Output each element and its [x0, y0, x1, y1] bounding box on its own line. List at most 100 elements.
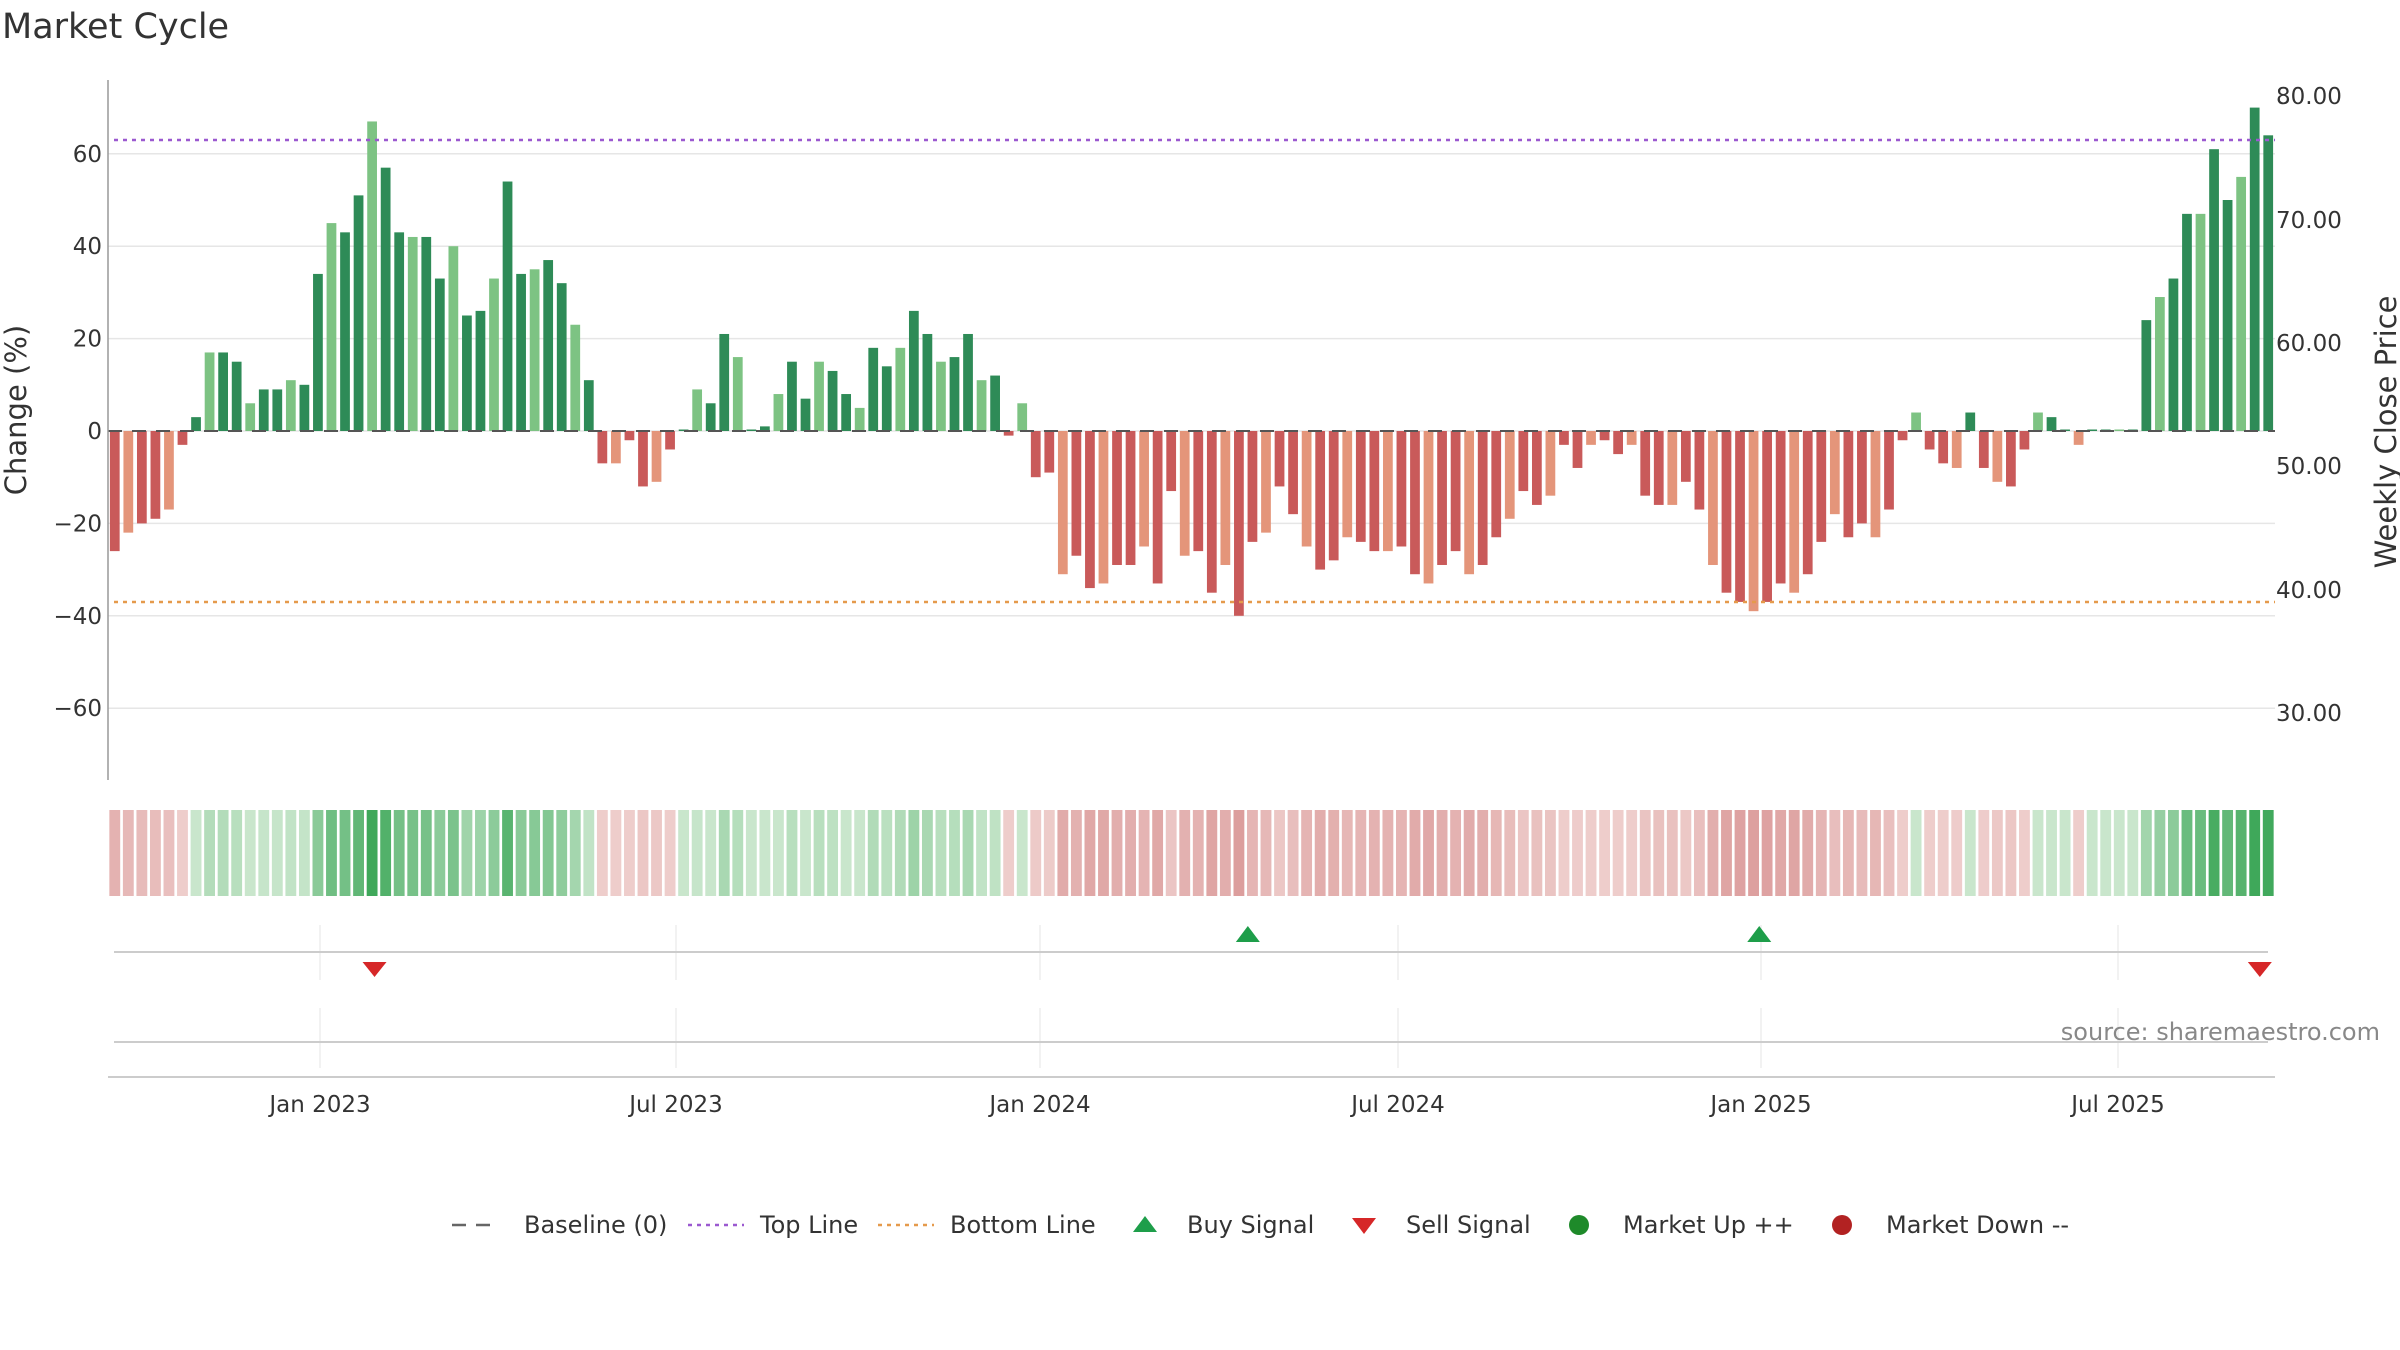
chart-title: Market Cycle: [2, 7, 229, 47]
heat-strip: [109, 810, 2274, 896]
heat-cell: [298, 810, 310, 896]
heat-cell: [1856, 810, 1868, 896]
heat-cell: [1477, 810, 1489, 896]
heat-cell: [1693, 810, 1705, 896]
heat-cell: [800, 810, 811, 896]
right-tick-label: 40.00: [2276, 578, 2342, 604]
heat-cell: [163, 810, 175, 896]
heat-cell: [475, 810, 486, 896]
heat-cell: [271, 810, 283, 896]
heat-cell: [177, 810, 188, 896]
bar: [1139, 431, 1149, 547]
x-tick-label: Jan 2025: [1708, 1092, 1811, 1118]
bar: [1626, 431, 1637, 445]
bar: [2236, 176, 2247, 431]
heat-cell: [1829, 810, 1841, 896]
heat-cell: [1409, 810, 1421, 896]
heat-cell: [353, 810, 364, 896]
bar: [2249, 107, 2260, 431]
heat-cell: [732, 810, 744, 896]
heat-cell: [1517, 810, 1529, 896]
bar: [2114, 429, 2125, 431]
bar: [475, 310, 486, 431]
heat-cell: [1260, 810, 1272, 896]
bar: [2141, 320, 2152, 431]
bar: [990, 375, 1000, 431]
bar: [204, 352, 215, 431]
heat-cell: [1328, 810, 1340, 896]
bar: [407, 236, 418, 431]
heat-cell: [569, 810, 581, 896]
heat-cell: [1314, 810, 1326, 896]
heat-cell: [2262, 810, 2274, 896]
heat-cell: [1883, 810, 1895, 896]
heat-cell: [908, 810, 920, 896]
bar: [827, 370, 838, 431]
heat-cell: [2235, 810, 2247, 896]
bar: [1220, 431, 1231, 565]
bar: [1423, 431, 1434, 584]
heat-cell: [1558, 810, 1570, 896]
heat-cell: [204, 810, 215, 896]
bar: [1653, 431, 1664, 505]
heat-cell: [502, 810, 513, 896]
bar: [1369, 431, 1380, 552]
bar: [1301, 431, 1312, 547]
heat-cell: [2046, 810, 2057, 896]
bar: [1911, 412, 1921, 431]
bar: [611, 431, 621, 464]
heat-cell: [149, 810, 161, 896]
heat-cell: [1870, 810, 1881, 896]
bar: [895, 347, 906, 431]
bar: [1667, 431, 1678, 505]
heat-cell: [624, 810, 635, 896]
heat-cell: [326, 810, 337, 896]
legend-label: Market Up ++: [1623, 1211, 1794, 1239]
heat-cell: [1707, 810, 1719, 896]
bar: [1531, 431, 1542, 505]
bar: [367, 121, 377, 432]
heat-cell: [2073, 810, 2085, 896]
x-tick-label: Jul 2024: [1349, 1092, 1445, 1118]
heat-cell: [2154, 810, 2166, 896]
bar: [2222, 200, 2233, 431]
bar: [272, 389, 283, 431]
right-tick-label: 70.00: [2276, 208, 2342, 234]
heat-cell: [393, 810, 405, 896]
heat-cell: [1098, 810, 1109, 896]
bar: [2087, 429, 2098, 431]
heat-cell: [1138, 810, 1150, 896]
buy-signal-marker: [1235, 926, 1260, 942]
bar: [1234, 431, 1244, 616]
heat-cell: [1436, 810, 1448, 896]
heat-cell: [529, 810, 541, 896]
bar: [1450, 431, 1461, 552]
bar: [380, 167, 391, 431]
left-tick-label: 40: [73, 234, 102, 260]
heat-cell: [921, 810, 933, 896]
heat-cell: [1179, 810, 1191, 896]
bar: [1829, 431, 1840, 515]
heat-cell: [1247, 810, 1258, 896]
bar: [231, 361, 242, 431]
bar: [462, 315, 472, 431]
heat-cell: [596, 810, 608, 896]
bar: [1193, 431, 1204, 552]
bar: [1992, 431, 2003, 482]
bar: [1843, 431, 1854, 538]
left-tick-label: 0: [87, 419, 102, 445]
heat-cell: [1152, 810, 1164, 896]
heat-cell: [1355, 810, 1367, 896]
right-tick-label: 60.00: [2276, 331, 2342, 357]
bar: [1816, 431, 1827, 542]
left-axis-label: Change (%): [0, 325, 33, 495]
heat-cell: [542, 810, 554, 896]
heat-cell: [1761, 810, 1773, 896]
heat-cell: [461, 810, 473, 896]
bar: [1342, 431, 1353, 538]
heat-cell: [949, 810, 960, 896]
bar: [638, 431, 648, 487]
left-tick-label: −40: [53, 604, 102, 630]
heat-cell: [1734, 810, 1746, 896]
bar: [1112, 431, 1122, 565]
